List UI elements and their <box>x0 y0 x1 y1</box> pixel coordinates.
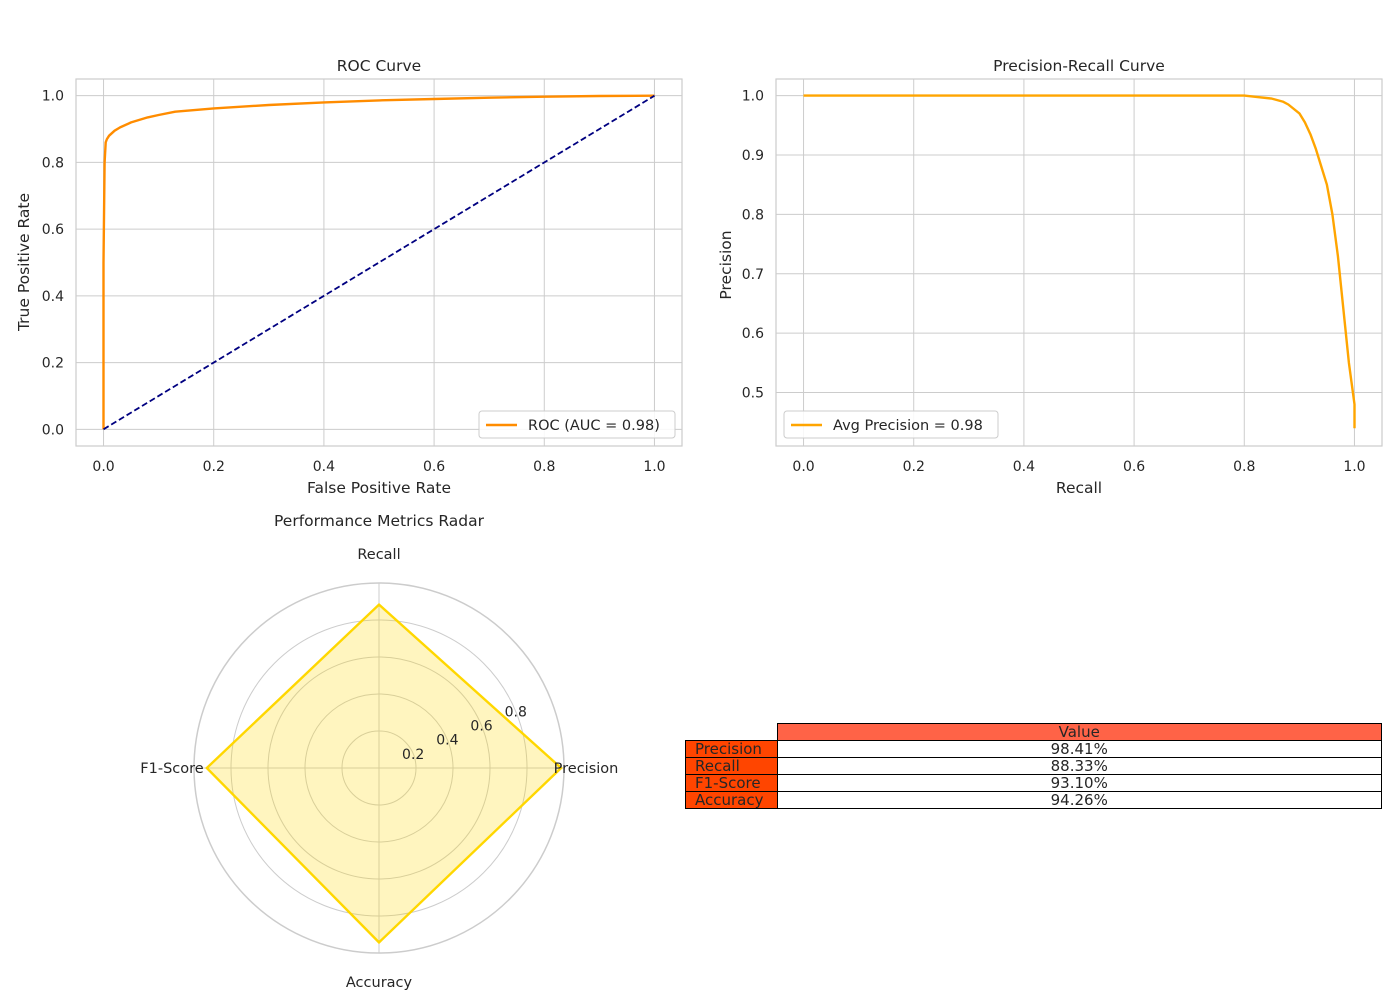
table-row-label: Recall <box>685 757 778 775</box>
pr-xtick-label: 1.0 <box>1343 459 1365 475</box>
pr-title: Precision-Recall Curve <box>993 57 1165 75</box>
pr-ytick-label: 1.0 <box>742 89 764 105</box>
table-cell: 93.10% <box>776 774 1382 792</box>
radar-area <box>206 604 562 943</box>
radar-axis-label: F1-Score <box>140 761 203 777</box>
roc-title: ROC Curve <box>337 57 421 75</box>
pr-xtick-label: 0.4 <box>1013 459 1035 475</box>
roc-ytick-label: 1.0 <box>42 89 64 105</box>
roc-xtick-label: 0.0 <box>92 459 114 475</box>
roc-diagonal-reference-line <box>103 94 655 431</box>
roc-legend-label: ROC (AUC = 0.98) <box>528 418 660 434</box>
roc-xtick-label: 0.2 <box>203 459 225 475</box>
radar-rtick-label: 0.8 <box>505 704 527 720</box>
roc-legend: ROC (AUC = 0.98) <box>478 410 676 439</box>
pr-frame <box>775 78 1383 447</box>
roc-curve-line <box>102 94 655 430</box>
table-row: Recall 88.33% <box>685 757 1382 775</box>
pr-ytick-label: 0.9 <box>742 148 764 164</box>
table-cell: 98.41% <box>776 740 1382 758</box>
table-row: F1-Score 93.10% <box>685 774 1382 792</box>
roc-ylabel: True Positive Rate <box>15 193 33 332</box>
table-col-header: Value <box>776 723 1382 741</box>
radar-outline <box>205 602 563 945</box>
roc-xlabel: False Positive Rate <box>307 479 451 497</box>
table-row-label: F1-Score <box>685 774 778 792</box>
roc-panel: ROC Curve 0.0 0.2 0.4 0.6 0.8 1.0 0.0 0.2 0.4 0.6… <box>15 57 683 497</box>
roc-ytick-label: 0.0 <box>42 422 64 438</box>
table-row-label: Precision <box>685 740 778 758</box>
radar-title: Performance Metrics Radar <box>274 512 485 530</box>
roc-xtick-label: 1.0 <box>643 459 665 475</box>
radar-rtick-label: 0.4 <box>436 733 458 749</box>
metrics-table: Value Precision 98.41% Recall 88.33% F1-… <box>685 723 1382 809</box>
table-cell: 94.26% <box>776 791 1382 809</box>
roc-xtick-label: 0.8 <box>533 459 555 475</box>
pr-ytick-label: 0.6 <box>742 326 764 342</box>
pr-legend-label: Avg Precision = 0.98 <box>833 418 983 434</box>
pr-legend: Avg Precision = 0.98 <box>783 410 999 439</box>
pr-xtick-label: 0.6 <box>1123 459 1145 475</box>
pr-ytick-label: 0.7 <box>742 267 764 283</box>
pr-xtick-label: 0.8 <box>1233 459 1255 475</box>
pr-curve-line <box>803 94 1356 429</box>
pr-panel: Precision-Recall Curve 0.0 0.2 0.4 0.6 0.8 1.… <box>717 57 1383 497</box>
radar-axis-label: Recall <box>357 547 400 563</box>
table-row: Precision 98.41% <box>685 740 1382 758</box>
pr-xlabel: Recall <box>1056 479 1102 497</box>
pr-ytick-label: 0.5 <box>742 386 764 402</box>
radar-axis-label: Accuracy <box>346 975 413 991</box>
radar-panel: Performance Metrics Radar Precision Recal… <box>140 512 618 991</box>
pr-xtick-label: 0.2 <box>903 459 925 475</box>
roc-ytick-label: 0.4 <box>42 289 64 305</box>
radar-rtick-label: 0.2 <box>402 747 424 763</box>
table-cell: 88.33% <box>776 757 1382 775</box>
roc-ytick-label: 0.8 <box>42 155 64 171</box>
pr-xtick-label: 0.0 <box>792 459 814 475</box>
pr-ytick-label: 0.8 <box>742 207 764 223</box>
roc-ytick-label: 0.2 <box>42 356 64 372</box>
roc-frame <box>75 78 683 447</box>
radar-axis-label: Precision <box>554 761 619 777</box>
table-row-label: Accuracy <box>685 791 778 809</box>
roc-ytick-label: 0.6 <box>42 222 64 238</box>
roc-xtick-label: 0.4 <box>313 459 335 475</box>
radar-rtick-label: 0.6 <box>470 719 492 735</box>
table-corner <box>686 724 778 741</box>
pr-ylabel: Precision <box>717 230 735 299</box>
roc-xtick-label: 0.6 <box>423 459 445 475</box>
table-row: Accuracy 94.26% <box>685 791 1382 809</box>
